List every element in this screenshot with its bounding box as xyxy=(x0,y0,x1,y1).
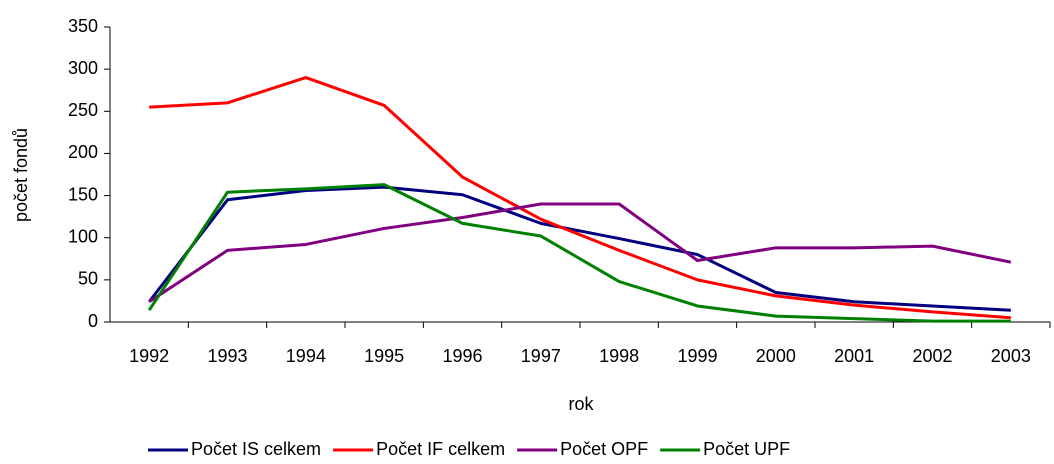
y-axis-label: počet fondů xyxy=(11,128,31,222)
y-tick-label: 300 xyxy=(68,58,98,78)
series-line xyxy=(149,76,1011,320)
legend-label: Počet IF celkem xyxy=(376,439,505,459)
y-tick-label: 50 xyxy=(78,269,98,289)
y-tick-label: 350 xyxy=(68,16,98,36)
legend-label: Počet OPF xyxy=(560,439,648,459)
x-tick-label: 1998 xyxy=(599,346,639,366)
y-tick-label: 150 xyxy=(68,184,98,204)
y-tick-label: 200 xyxy=(68,142,98,162)
x-tick-label: 1994 xyxy=(286,346,326,366)
legend-label: Počet IS celkem xyxy=(191,439,321,459)
x-tick-label: 1993 xyxy=(207,346,247,366)
x-tick-label: 1996 xyxy=(442,346,482,366)
x-tick-label: 2002 xyxy=(912,346,952,366)
y-tick-label: 100 xyxy=(68,226,98,246)
x-tick-label: 2003 xyxy=(991,346,1031,366)
x-tick-label: 1997 xyxy=(521,346,561,366)
x-tick-label: 2001 xyxy=(834,346,874,366)
series-line xyxy=(147,183,1011,323)
x-tick-label: 2000 xyxy=(756,346,796,366)
y-tick-label: 0 xyxy=(88,311,98,331)
series-line xyxy=(147,185,1011,312)
x-axis-label: rok xyxy=(568,394,594,414)
x-tick-label: 1999 xyxy=(677,346,717,366)
x-tick-label: 1992 xyxy=(129,346,169,366)
x-tick-label: 1995 xyxy=(364,346,404,366)
series-line xyxy=(148,202,1012,304)
y-tick-label: 250 xyxy=(68,100,98,120)
legend-label: Počet UPF xyxy=(703,439,790,459)
